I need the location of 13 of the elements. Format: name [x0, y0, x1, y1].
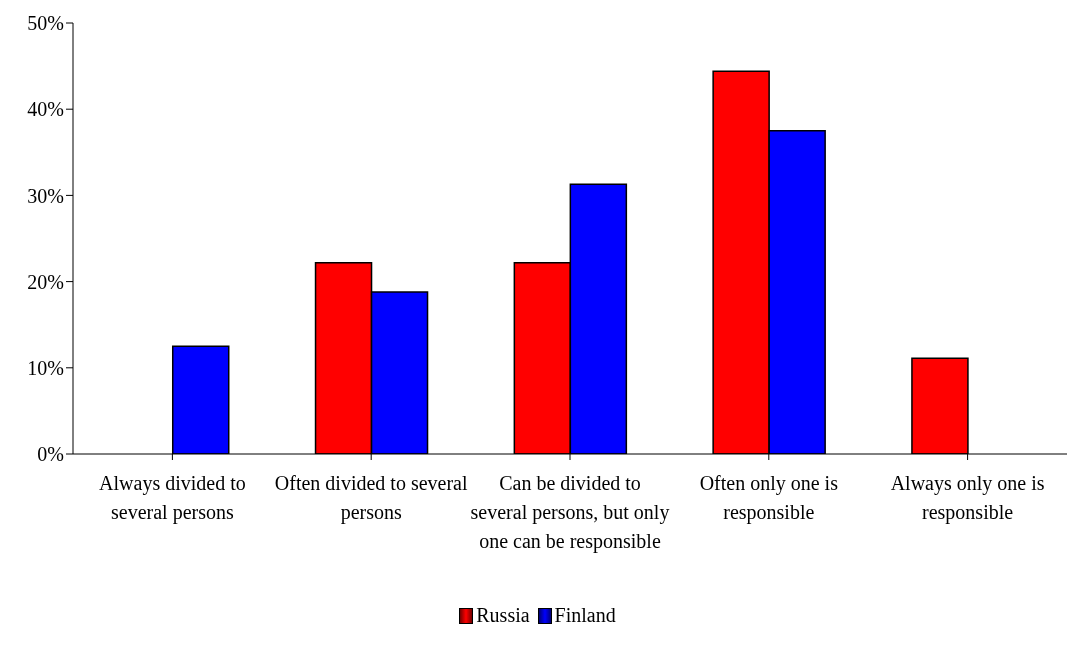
- y-tick-label: 40%: [27, 98, 64, 121]
- y-tick-label: 20%: [27, 270, 64, 293]
- legend-label: Russia: [475, 604, 530, 627]
- y-tick-label: 10%: [27, 356, 64, 379]
- y-tick-label: 0%: [37, 443, 64, 466]
- x-tick-label: Always divided to several persons: [99, 472, 246, 525]
- x-tick-label: Always only one is responsible: [890, 472, 1045, 525]
- x-tick-label: Often only one is responsible: [699, 472, 839, 525]
- x-tick-label: Can be divided to several persons, but only one can be responsible: [470, 472, 670, 554]
- y-tick-label: 50%: [27, 12, 64, 35]
- y-tick-label: 30%: [27, 184, 64, 207]
- legend-label: Finland: [553, 604, 616, 627]
- x-tick-label: Often divided to several persons: [274, 472, 468, 525]
